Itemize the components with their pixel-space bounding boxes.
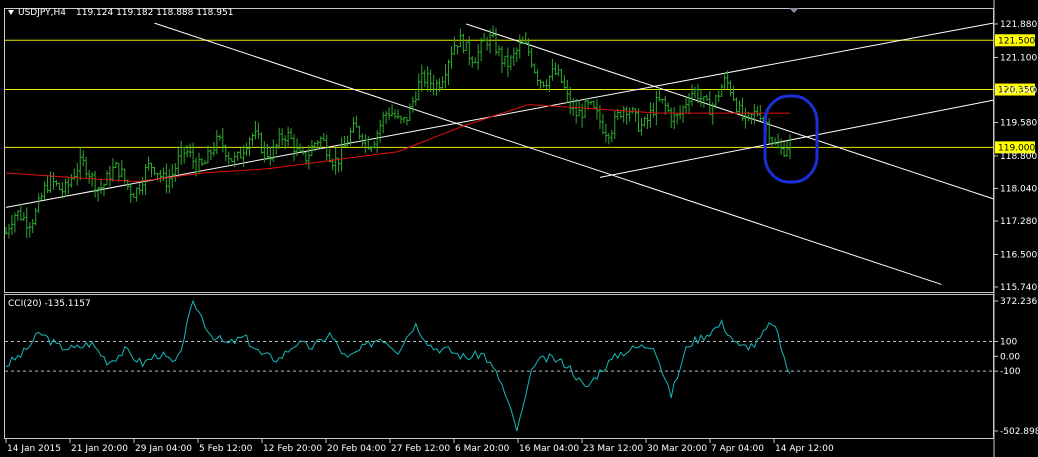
price-tick-label: 121.880 bbox=[1000, 20, 1037, 30]
shift-marker-icon[interactable] bbox=[789, 8, 799, 13]
time-tick-label: 12 Feb 20:00 bbox=[263, 444, 322, 454]
price-tick-label: 120.340 bbox=[1000, 86, 1037, 96]
price-tick-label: 117.280 bbox=[1000, 217, 1037, 227]
trend-line bbox=[5, 22, 994, 208]
trend-line bbox=[154, 22, 942, 285]
time-tick-label: 30 Mar 20:00 bbox=[647, 444, 707, 454]
time-tick-label: 29 Jan 04:00 bbox=[135, 444, 192, 454]
time-tick-label: 7 Apr 04:00 bbox=[711, 444, 764, 454]
chevron-down-icon[interactable] bbox=[8, 10, 14, 15]
level-badge bbox=[995, 34, 1035, 47]
cci-pane-frame bbox=[4, 294, 994, 439]
time-tick-label: 20 Feb 04:00 bbox=[327, 444, 386, 454]
trend-lines[interactable] bbox=[5, 22, 994, 285]
time-tick-label: 27 Feb 12:00 bbox=[391, 444, 450, 454]
moving-average-line bbox=[5, 104, 790, 183]
time-tick-label: 5 Feb 12:00 bbox=[199, 444, 253, 454]
cci-tick-label: 100 bbox=[1000, 337, 1017, 347]
time-tick-label: 14 Apr 12:00 bbox=[775, 444, 834, 454]
level-badge-label: 119.000 bbox=[998, 143, 1035, 153]
time-tick-label: 14 Jan 2015 bbox=[7, 444, 61, 454]
price-tick-label: 121.100 bbox=[1000, 53, 1037, 63]
moving-average bbox=[5, 104, 790, 183]
trend-line bbox=[466, 23, 994, 200]
level-badge bbox=[995, 141, 1035, 154]
trend-line bbox=[599, 99, 994, 178]
price-tick-label: 119.580 bbox=[1000, 119, 1037, 129]
time-tick-label: 16 Mar 04:00 bbox=[519, 444, 579, 454]
horizontal-levels[interactable]: 121.500 120.350 119.000 bbox=[5, 34, 1035, 154]
cci-indicator bbox=[5, 299, 994, 432]
cci-tick-label: 372.2363 bbox=[1000, 297, 1038, 307]
level-badge-label: 120.350 bbox=[998, 86, 1035, 96]
cci-line bbox=[5, 299, 791, 432]
price-tick-label: 115.740 bbox=[1000, 283, 1037, 293]
cci-tick-label: 0.00 bbox=[1000, 352, 1020, 362]
time-axis-ticks: 14 Jan 2015 21 Jan 20:00 29 Jan 04:00 5 Feb… bbox=[5, 439, 834, 454]
price-tick-label: 116.500 bbox=[1000, 250, 1037, 260]
symbol-label: USDJPY,H4 bbox=[18, 8, 66, 18]
time-tick-label: 23 Mar 12:00 bbox=[583, 444, 643, 454]
time-tick-label: 6 Mar 20:00 bbox=[455, 444, 510, 454]
cci-axis-ticks: 372.2363 100 0.00 -100 -502.8983 bbox=[994, 297, 1038, 437]
level-badge bbox=[995, 83, 1035, 96]
price-tick-label: 118.040 bbox=[1000, 184, 1037, 194]
cci-label: CCI(20) -135.1157 bbox=[8, 299, 91, 309]
level-badge-label: 121.500 bbox=[998, 36, 1035, 46]
price-axis-ticks: 121.880 121.100 120.340 119.580 118.800 118.0… bbox=[994, 20, 1037, 293]
price-tick-label: 118.800 bbox=[1000, 152, 1037, 162]
cci-tick-label: -100 bbox=[1000, 367, 1021, 377]
ohlc-values: 119.124 119.182 118.888 118.951 bbox=[76, 8, 233, 18]
highlight-ellipse[interactable] bbox=[763, 94, 819, 184]
time-tick-label: 21 Jan 20:00 bbox=[71, 444, 128, 454]
price-bars bbox=[4, 25, 792, 239]
cci-tick-label: -502.8983 bbox=[1000, 427, 1038, 437]
